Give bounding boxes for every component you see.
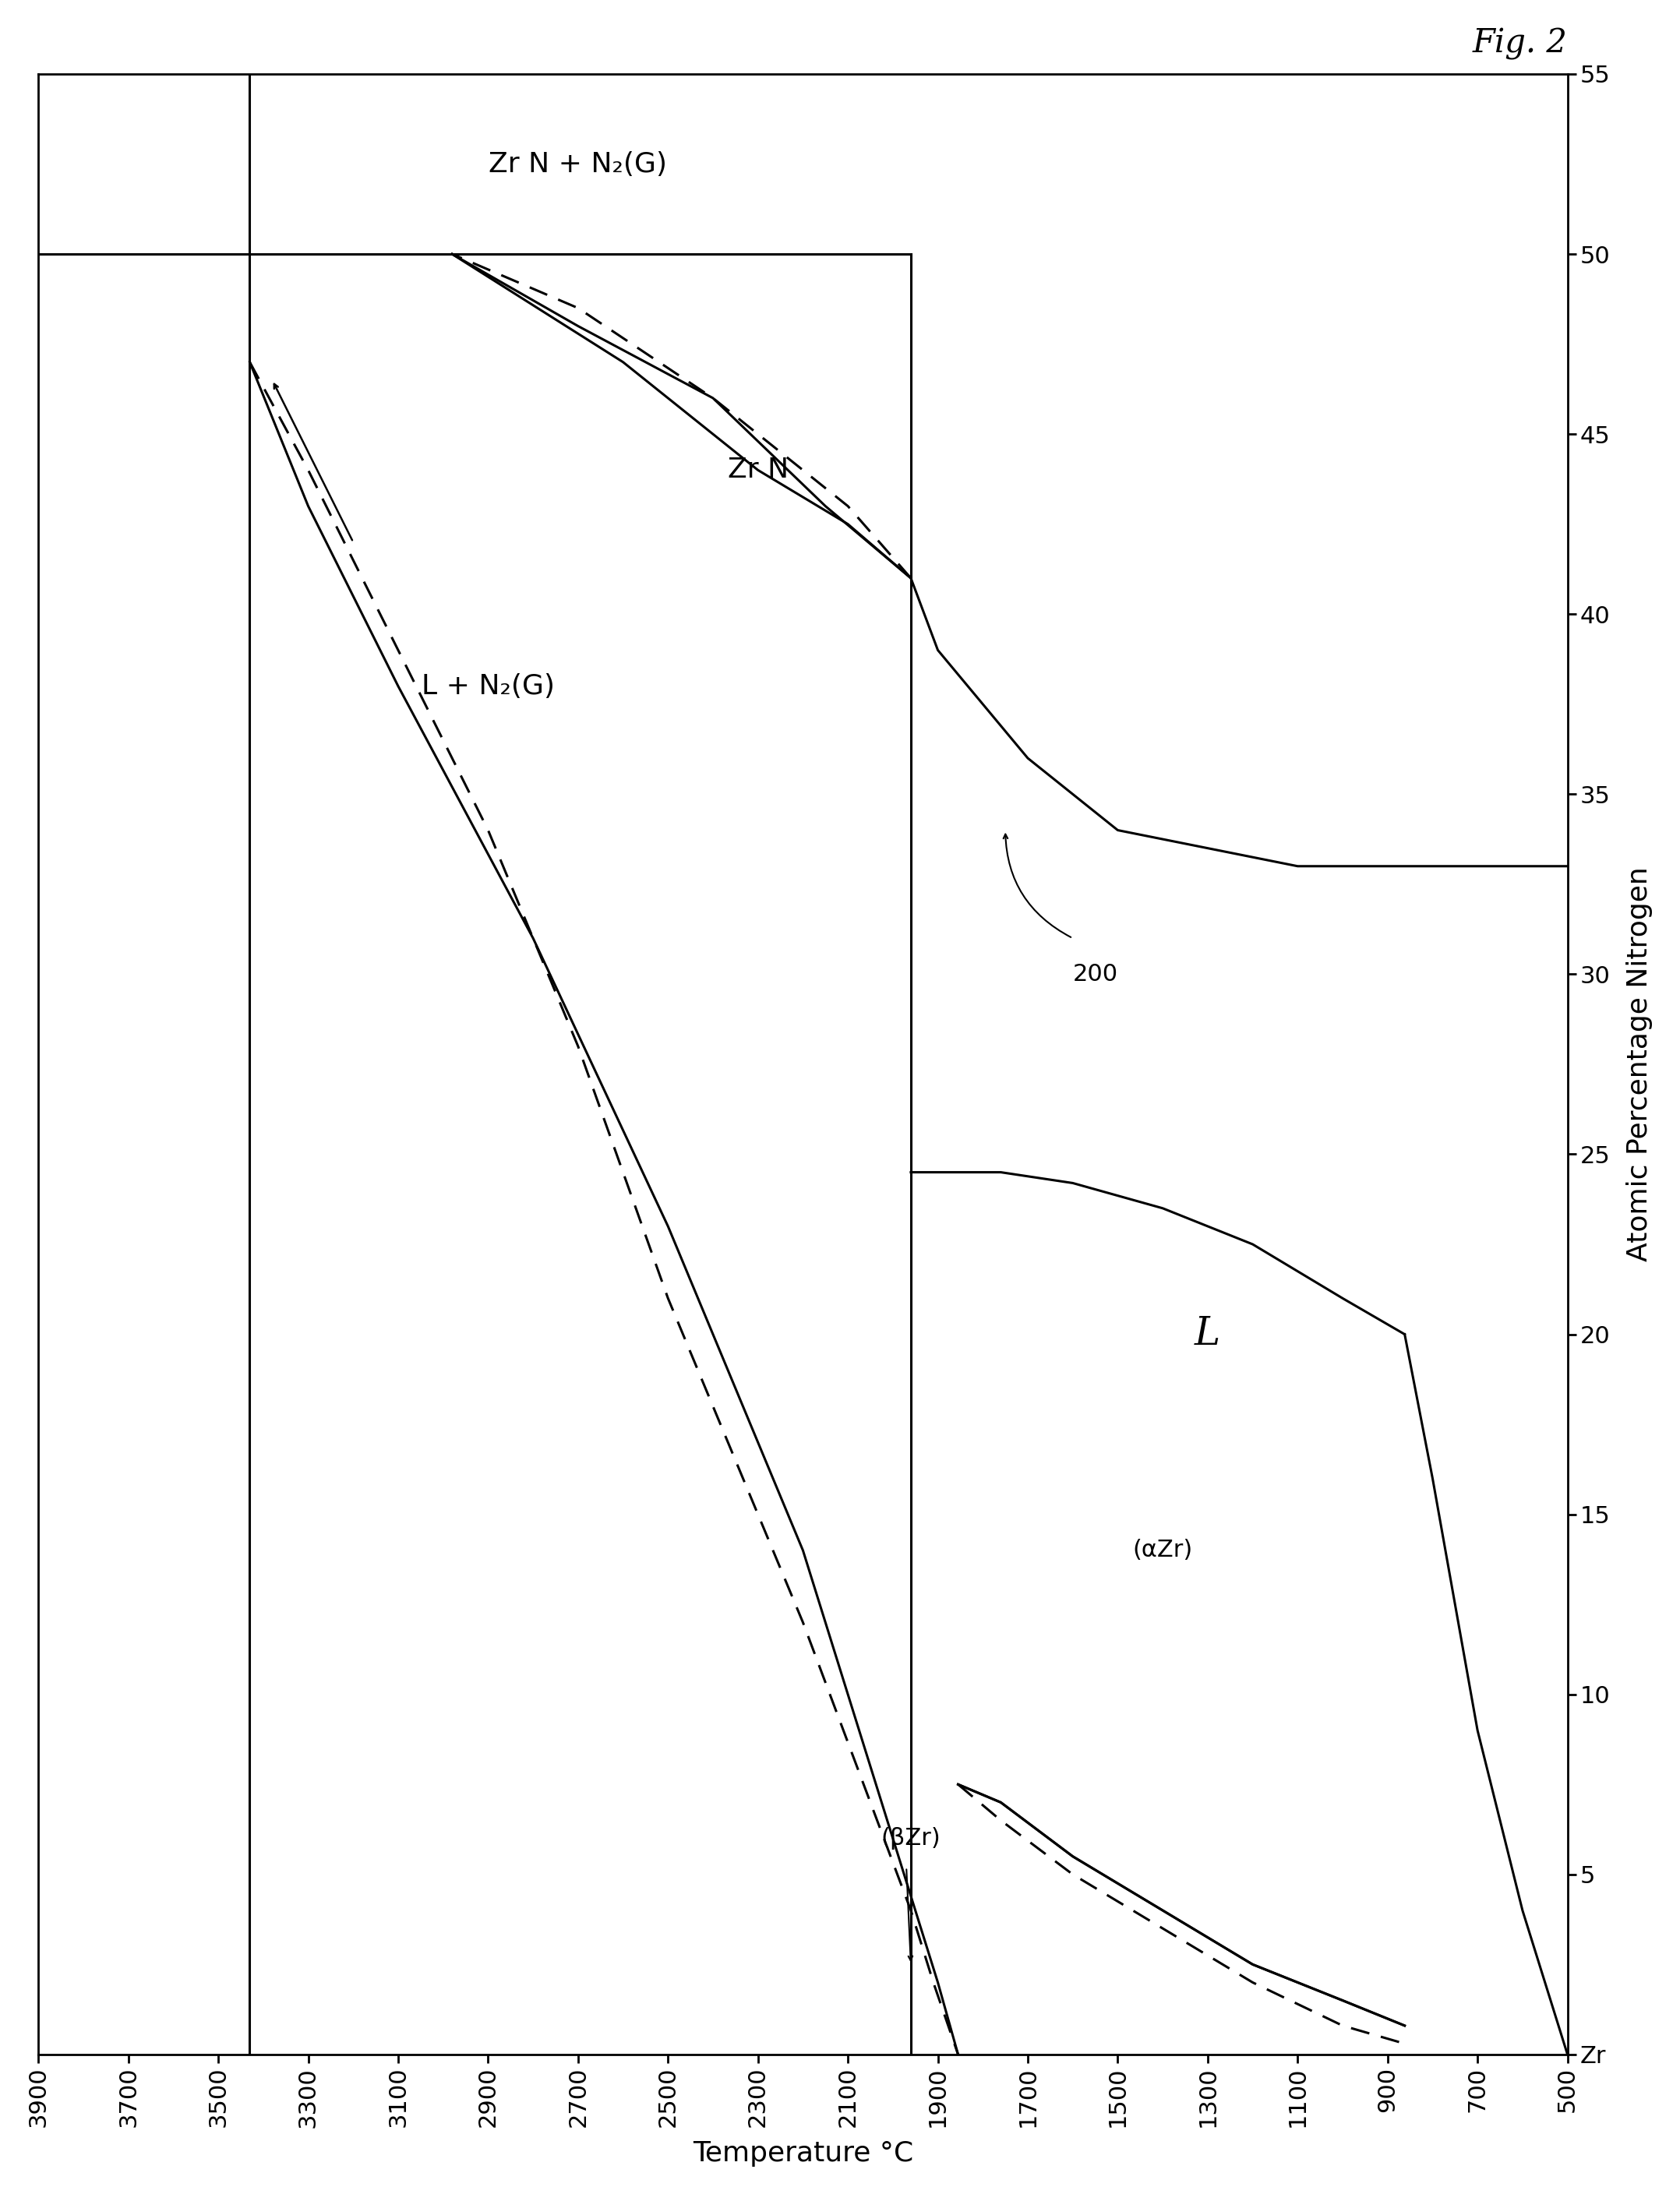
Text: (βZr): (βZr)	[880, 1828, 941, 1850]
X-axis label: Temperature °C: Temperature °C	[692, 2141, 914, 2168]
Text: L + N₂(G): L + N₂(G)	[422, 674, 554, 700]
Text: Zr N: Zr N	[727, 456, 788, 483]
Text: 200: 200	[1072, 963, 1117, 985]
Text: (αZr): (αZr)	[1132, 1538, 1193, 1562]
Y-axis label: Atomic Percentage Nitrogen: Atomic Percentage Nitrogen	[1626, 867, 1653, 1262]
Text: L: L	[1194, 1314, 1221, 1354]
Text: Zr N + N₂(G): Zr N + N₂(G)	[489, 151, 667, 178]
Text: Fig. 2: Fig. 2	[1472, 26, 1567, 59]
